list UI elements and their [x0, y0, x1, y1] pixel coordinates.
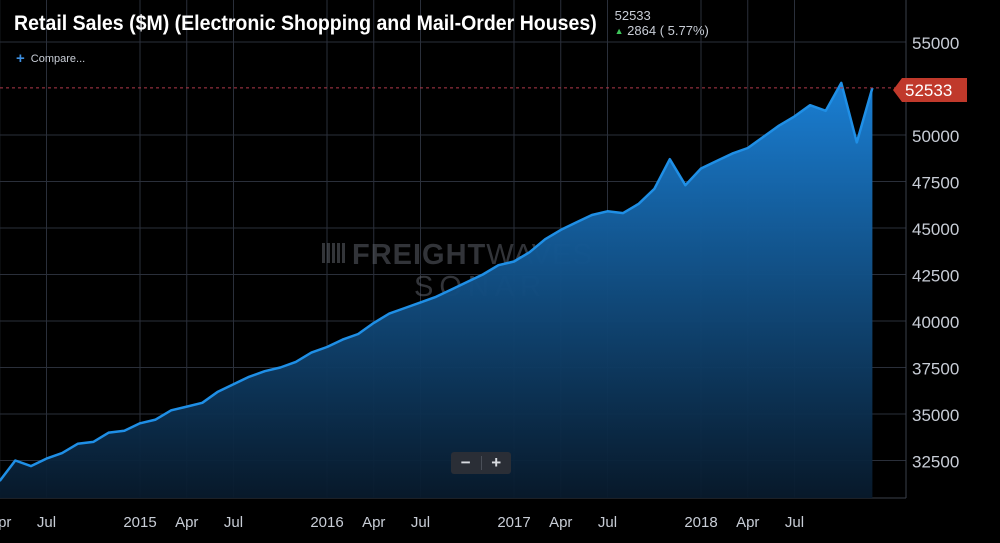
- y-tick-label: 47500: [912, 174, 959, 193]
- x-tick-label: 2015: [123, 514, 156, 531]
- y-tick-label: 45000: [912, 220, 959, 239]
- chart-header: Retail Sales ($M) (Electronic Shopping a…: [14, 8, 709, 39]
- x-tick-label: Jul: [224, 514, 243, 531]
- zoom-out-button[interactable]: −: [460, 453, 471, 472]
- zoom-in-button[interactable]: +: [491, 453, 502, 472]
- series-area: [0, 82, 873, 498]
- y-axis: 32500 35000 37500 40000 42500 45000 47500 50000…: [912, 34, 959, 472]
- x-axis: Apr Jul 2015 Apr Jul 2016 Apr Jul 2017 Apr Jul 2018…: [0, 514, 804, 531]
- badge-shape: [893, 78, 967, 102]
- x-tick-label: Apr: [549, 514, 572, 531]
- x-tick-label: Apr: [736, 514, 759, 531]
- compare-label: Compare...: [30, 52, 86, 65]
- watermark-bold: FREIGHT: [352, 239, 486, 271]
- last-value-badge-text: 52533: [905, 81, 953, 100]
- x-tick-label: Jul: [785, 514, 804, 531]
- series-line: [0, 81, 874, 482]
- change-percent: ( 5.77%): [659, 23, 709, 38]
- zoom-divider: [480, 456, 482, 470]
- x-tick-label: Jul: [598, 514, 617, 531]
- y-tick-label: 40000: [912, 313, 959, 332]
- zoom-control: − +: [451, 452, 511, 474]
- watermark-logo-icon: [322, 243, 345, 263]
- quote-box: 52533 ▲ 2864 ( 5.77%): [615, 8, 709, 39]
- y-tick-label: 35000: [912, 406, 959, 425]
- y-tick-label: 50000: [912, 127, 959, 146]
- x-tick-label: Apr: [362, 514, 385, 531]
- x-tick-label: Jul: [37, 514, 56, 531]
- last-value-badge: 52533: [893, 78, 967, 102]
- y-tick-label: 55000: [912, 34, 959, 53]
- x-tick-label: Jul: [411, 514, 430, 531]
- last-value: 52533: [614, 8, 651, 23]
- y-tick-label: 42500: [912, 267, 959, 286]
- change-value: 2864: [627, 23, 657, 38]
- x-tick-label: 2018: [684, 514, 717, 531]
- x-tick-label: 2017: [497, 514, 530, 531]
- y-tick-label: 32500: [912, 453, 959, 472]
- compare-button[interactable]: + Compare...: [16, 50, 85, 67]
- x-tick-label: 2016: [310, 514, 343, 531]
- chart-title: Retail Sales ($M) (Electronic Shopping a…: [14, 12, 597, 35]
- y-tick-label: 37500: [912, 360, 959, 379]
- x-tick-label: Apr: [175, 514, 198, 531]
- plus-icon: +: [16, 50, 25, 67]
- change-readout: ▲ 2864 ( 5.77%): [615, 23, 709, 39]
- up-arrow-icon: ▲: [614, 26, 624, 36]
- x-tick-label: Apr: [0, 514, 11, 531]
